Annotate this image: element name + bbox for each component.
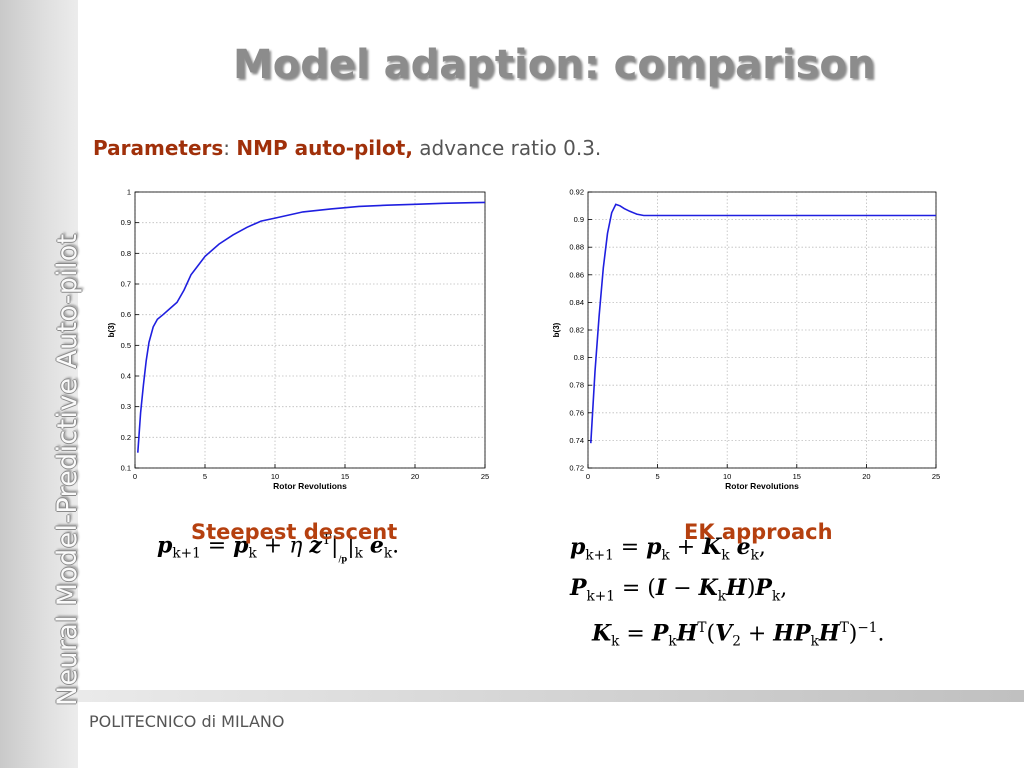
x-tick-label: 10 xyxy=(271,472,279,481)
x-tick-label: 20 xyxy=(862,472,870,481)
plot-area xyxy=(135,192,485,468)
y-tick-label: 0.8 xyxy=(121,249,131,258)
y-tick-label: 0.2 xyxy=(121,433,131,442)
x-axis-label: Rotor Revolutions xyxy=(273,481,347,491)
series-line xyxy=(137,201,486,453)
equation-ek-3: Kk = PkHT(V2 + HPkHT)−1. xyxy=(592,620,885,650)
y-tick-label: 0.82 xyxy=(569,326,584,335)
slide-title: Model adaption: comparison xyxy=(233,42,876,88)
sidebar: Neural Model-Predictive Auto-pilot xyxy=(0,0,83,768)
y-tick-label: 0.84 xyxy=(569,298,584,307)
y-tick-label: 0.7 xyxy=(121,280,131,289)
parameters-label: Parameters xyxy=(93,136,224,160)
equation-ek-2: Pk+1 = (I − KkH)Pk, xyxy=(570,575,788,605)
x-tick-label: 0 xyxy=(586,472,590,481)
equation-ek-1: pk+1 = pk + Kk ek, xyxy=(570,534,766,564)
y-tick-label: 1 xyxy=(127,188,131,197)
y-tick-label: 0.88 xyxy=(569,243,584,252)
method-label-steepest: Steepest descent xyxy=(191,520,398,544)
footer-institution: POLITECNICO di MILANO xyxy=(89,712,285,731)
chart-steepest-descent: 0 5 10 15 20 25 0.1 0.2 0.3 0.4 0.5 0.6 0.7 0.8 0.9 1 Ro… xyxy=(108,188,489,492)
chart-ek-approach: 0 5 10 15 20 25 0.72 0.74 0.76 0.78 0.8 0.82 0.84 0.8… xyxy=(552,188,940,492)
x-tick-label: 25 xyxy=(481,472,489,481)
y-axis-label: b(3) xyxy=(552,322,561,337)
y-tick-label: 0.5 xyxy=(121,341,131,350)
plot-area xyxy=(588,192,936,468)
y-tick-label: 0.86 xyxy=(569,270,584,279)
x-tick-label: 20 xyxy=(411,472,419,481)
y-tick-label: 0.74 xyxy=(569,436,584,445)
x-tick-label: 5 xyxy=(656,472,660,481)
x-tick-label: 0 xyxy=(133,472,137,481)
plot-frame xyxy=(134,191,486,469)
plot-frame xyxy=(587,191,937,469)
y-tick-label: 0.4 xyxy=(121,372,131,381)
y-tick-label: 0.8 xyxy=(574,353,584,362)
y-tick-label: 0.3 xyxy=(121,402,131,411)
y-tick-label: 0.78 xyxy=(569,381,584,390)
y-tick-label: 0.76 xyxy=(569,408,584,417)
x-axis-label: Rotor Revolutions xyxy=(725,481,799,491)
series-line xyxy=(590,203,936,444)
y-tick-label: 0.6 xyxy=(121,310,131,319)
y-tick-label: 0.1 xyxy=(121,464,131,473)
parameters-value: NMP auto-pilot, xyxy=(236,136,413,160)
sidebar-title: Neural Model-Predictive Auto-pilot xyxy=(52,233,83,706)
x-tick-label: 25 xyxy=(932,472,940,481)
footer-band xyxy=(78,690,1024,702)
x-tick-label: 5 xyxy=(203,472,207,481)
y-tick-label: 0.9 xyxy=(574,215,584,224)
equation-steepest: pk+1 = pk + η zT|/p|k ek. xyxy=(157,532,400,564)
x-tick-label: 15 xyxy=(793,472,801,481)
y-axis-label: b(3) xyxy=(108,322,116,337)
parameters-line: Parameters: NMP auto-pilot, advance rati… xyxy=(93,136,601,160)
x-tick-label: 10 xyxy=(723,472,731,481)
parameters-rest: advance ratio 0.3. xyxy=(419,136,602,160)
parameters-separator: : xyxy=(223,136,231,160)
y-tick-label: 0.9 xyxy=(121,218,131,227)
x-tick-label: 15 xyxy=(341,472,349,481)
y-tick-label: 0.92 xyxy=(569,188,584,197)
method-label-ek: EK approach xyxy=(684,520,833,544)
y-tick-label: 0.72 xyxy=(569,464,584,473)
